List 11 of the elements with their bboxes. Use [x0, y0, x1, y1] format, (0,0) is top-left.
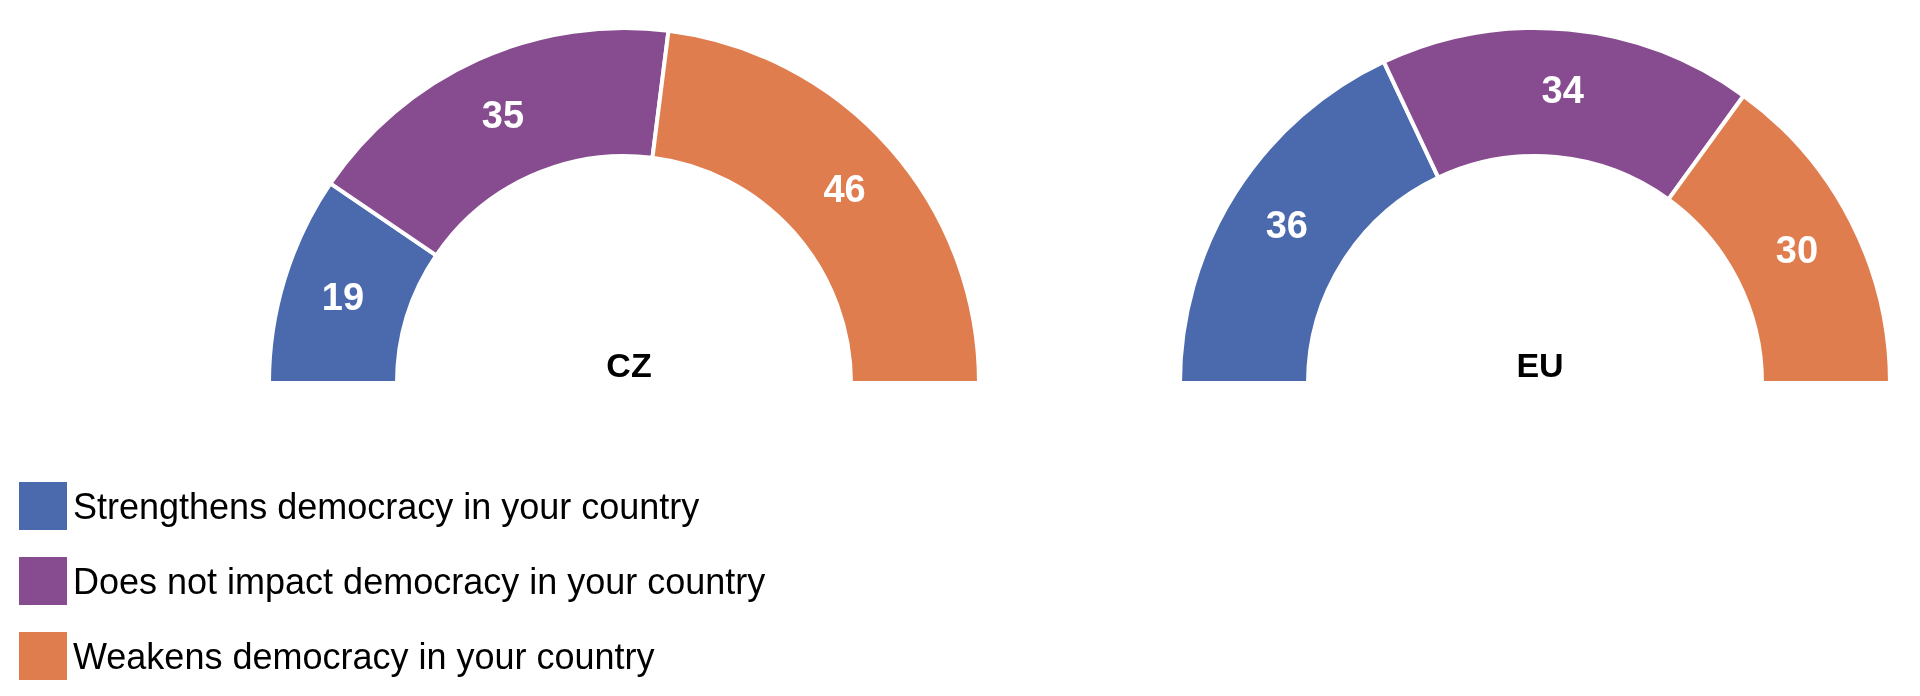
legend-label: Strengthens democracy in your country — [73, 485, 700, 527]
data-label: 19 — [321, 275, 365, 318]
legend-label: Does not impact democracy in your country — [73, 560, 766, 602]
slice-label: CZ — [606, 346, 652, 384]
legend-label: Weakens democracy in your country — [73, 635, 655, 677]
slice-label: EU — [1516, 346, 1564, 384]
data-label: 46 — [823, 167, 866, 210]
data-label: 30 — [1775, 228, 1819, 271]
data-label: 36 — [1265, 204, 1308, 247]
data-label: 34 — [1541, 69, 1584, 112]
data-label: 35 — [481, 94, 525, 137]
